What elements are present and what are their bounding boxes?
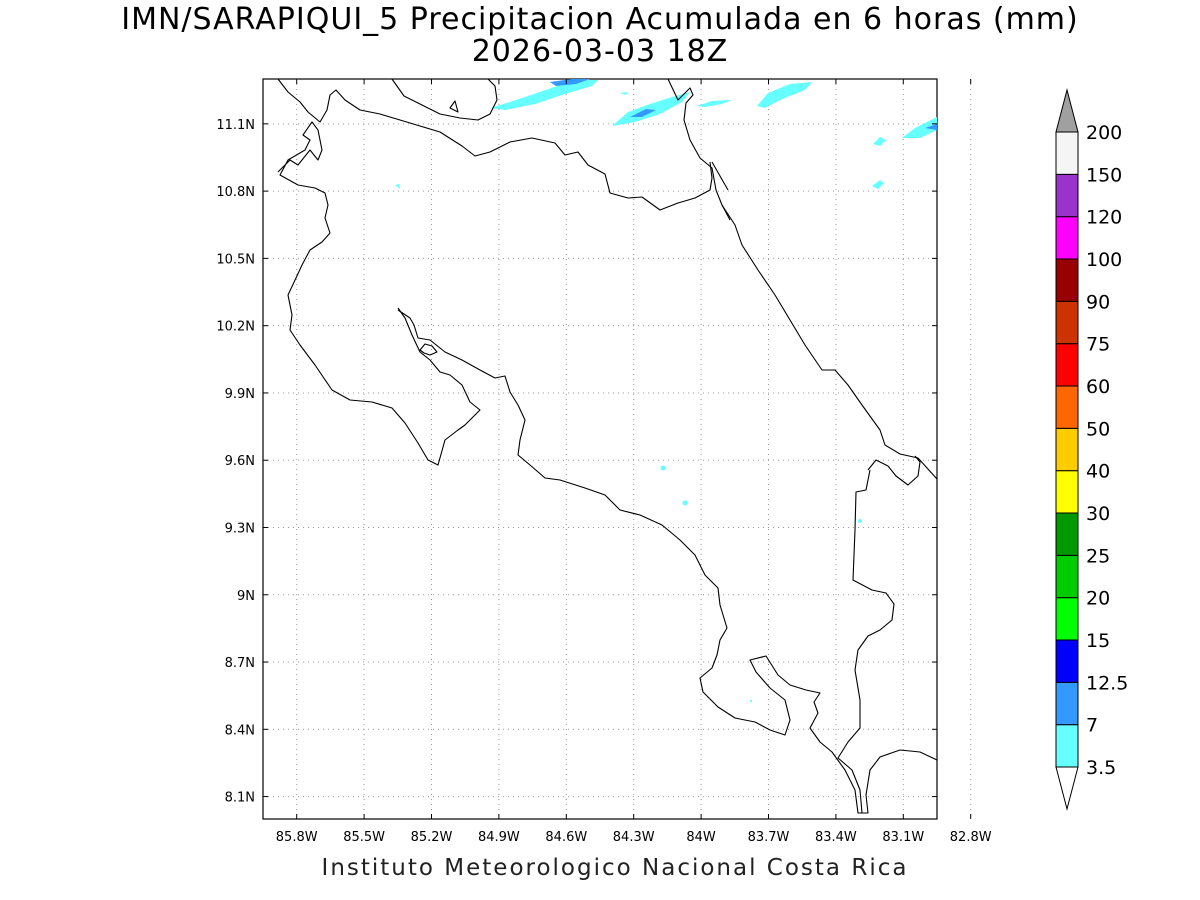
lat-tick-label: 9N (237, 589, 255, 604)
coastlines (277, 78, 938, 814)
caribbean-coast (721, 204, 938, 480)
lat-tick-label: 10.2N (216, 320, 255, 335)
nicaragua-coast-border (277, 78, 713, 211)
tick-marks (263, 79, 972, 819)
precip-area (873, 137, 886, 146)
colorbar-label: 90 (1086, 291, 1110, 313)
precip-area (612, 92, 690, 126)
lake-shore (391, 78, 498, 121)
colorbar-arrow-low (1055, 766, 1079, 811)
precip-area (630, 109, 656, 117)
colorbar-label: 20 (1086, 588, 1110, 610)
colorbar-label: 12.5 (1086, 672, 1128, 694)
precip-area (682, 500, 688, 506)
precip-area (395, 184, 400, 189)
colorbar-swatch (1055, 385, 1079, 429)
panama-caribbean-coast (867, 455, 921, 486)
colorbar-swatch (1055, 300, 1079, 345)
precip-area (697, 100, 732, 107)
lat-tick-label: 9.3N (225, 521, 255, 536)
map-subtitle-date: 2026-03-03 18Z (471, 34, 729, 69)
colorbar-label: 150 (1086, 164, 1122, 186)
colorbar-label: 120 (1086, 207, 1122, 229)
longitude-tick-labels: 85.8W 85.5W 85.2W 84.9W 84.6W 84.3W 84W 83.7W 83… (276, 830, 992, 845)
lon-tick-label: 85.8W (276, 830, 318, 845)
colorbar-label: 15 (1086, 630, 1110, 652)
precip-area (902, 117, 937, 138)
colorbar-legend: 3.5 7 12.5 15 20 25 30 40 50 60 75 90 100 120 150 200 (1055, 88, 1128, 811)
colorbar-label: 25 (1086, 545, 1110, 567)
lake-island (449, 100, 459, 113)
lon-tick-label: 85.5W (343, 830, 385, 845)
colorbar-label: 3.5 (1086, 757, 1116, 779)
colorbar-swatch (1055, 724, 1079, 768)
colorbar-swatch (1055, 216, 1079, 260)
colorbar-swatch (1055, 258, 1079, 302)
lat-tick-label: 8.4N (225, 723, 255, 738)
lat-tick-label: 10.8N (216, 185, 255, 200)
precip-area (660, 465, 666, 471)
footer-credit: Instituto Meteorologico Nacional Costa R… (321, 855, 909, 881)
colorbar-swatch (1055, 173, 1079, 218)
lon-tick-label: 85.2W (411, 830, 453, 845)
lon-tick-label: 82.8W (950, 830, 992, 845)
lon-tick-label: 84.9W (478, 830, 520, 845)
lon-tick-label: 84.6W (545, 830, 587, 845)
lat-tick-label: 9.9N (225, 387, 255, 402)
colorbar-swatch (1055, 343, 1079, 387)
colorbar-label: 100 (1086, 249, 1122, 271)
colorbar-swatch (1055, 554, 1079, 599)
precip-area (872, 180, 884, 189)
colorbar-swatch (1055, 427, 1079, 472)
river-mouth (711, 161, 729, 191)
colorbar-label: 50 (1086, 418, 1110, 440)
colorbar-swatch (1055, 681, 1079, 726)
pacific-coast (277, 121, 481, 466)
colorbar-label: 40 (1086, 461, 1110, 483)
precipitation-areas (395, 79, 937, 703)
colorbar-swatch (1055, 597, 1079, 641)
colorbar-label: 30 (1086, 503, 1110, 525)
lon-tick-label: 83.4W (815, 830, 857, 845)
precip-area (749, 699, 753, 703)
precip-area (550, 79, 590, 86)
island-chira (419, 343, 438, 356)
precip-area (925, 124, 937, 130)
colorbar-arrow-high (1055, 88, 1079, 133)
colorbar-swatch (1055, 512, 1079, 556)
lat-tick-label: 8.7N (225, 656, 255, 671)
lat-tick-label: 10.5N (216, 252, 255, 267)
lon-tick-label: 83.7W (748, 830, 790, 845)
precip-area (620, 92, 628, 95)
lat-tick-label: 9.6N (225, 454, 255, 469)
precip-area (490, 80, 598, 110)
lat-tick-label: 11.1N (216, 118, 255, 133)
lon-tick-label: 83.1W (882, 830, 924, 845)
colorbar-label: 75 (1086, 334, 1110, 356)
map-title: IMN/SARAPIQUI_5 Precipitacion Acumulada … (121, 2, 1079, 37)
lon-tick-label: 84W (686, 830, 716, 845)
lon-tick-label: 84.3W (613, 830, 655, 845)
precip-area (858, 519, 862, 523)
colorbar-label: 60 (1086, 376, 1110, 398)
map-frame (262, 78, 938, 820)
graticule-grid (263, 79, 972, 819)
nicaragua-caribbean-coast (667, 78, 731, 221)
colorbar-label: 200 (1086, 122, 1122, 144)
colorbar-label: 7 (1086, 715, 1098, 737)
colorbar-swatch (1055, 131, 1079, 175)
gulf-nicoya-coast (397, 309, 938, 814)
cr-panama-border (837, 469, 895, 814)
colorbar-swatch (1055, 470, 1079, 514)
latitude-tick-labels: 11.1N 10.8N 10.5N 10.2N 9.9N 9.6N 9.3N 9N 8.7N 8.… (216, 118, 255, 806)
colorbar-swatch (1055, 639, 1079, 683)
lat-tick-label: 8.1N (225, 791, 255, 806)
precip-area (757, 82, 812, 108)
